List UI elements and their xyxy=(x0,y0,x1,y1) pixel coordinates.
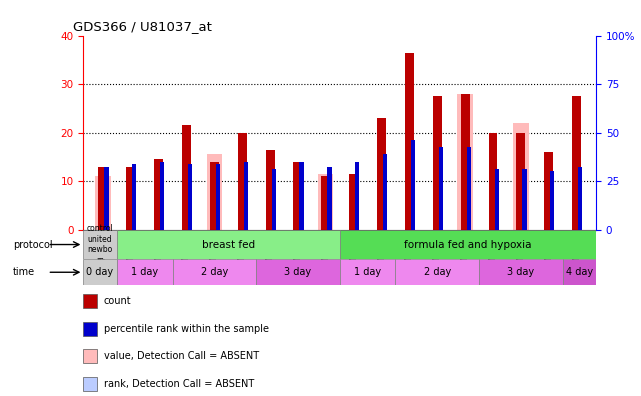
Bar xyxy=(295,176,301,230)
Text: control
united
newbo
rn: control united newbo rn xyxy=(87,225,113,265)
Text: breast fed: breast fed xyxy=(202,240,255,249)
Bar xyxy=(132,164,137,230)
Text: 0 day: 0 day xyxy=(87,267,113,277)
Bar xyxy=(349,174,358,230)
Bar xyxy=(216,164,220,230)
Bar xyxy=(95,176,110,230)
Bar xyxy=(160,162,164,230)
Bar xyxy=(479,259,563,285)
Bar xyxy=(411,140,415,230)
Bar xyxy=(100,176,106,230)
Bar xyxy=(117,230,340,259)
Text: 1 day: 1 day xyxy=(354,267,381,277)
Bar xyxy=(328,167,331,230)
Bar xyxy=(563,259,596,285)
Bar xyxy=(318,174,333,230)
Bar xyxy=(206,154,222,230)
Bar xyxy=(517,133,526,230)
Bar xyxy=(488,133,497,230)
Bar xyxy=(395,259,479,285)
Text: 4 day: 4 day xyxy=(566,267,593,277)
Bar xyxy=(522,169,527,230)
Bar xyxy=(572,96,581,230)
Bar xyxy=(355,162,360,230)
Bar xyxy=(188,164,192,230)
Text: value, Detection Call = ABSENT: value, Detection Call = ABSENT xyxy=(104,351,259,362)
Text: GDS366 / U81037_at: GDS366 / U81037_at xyxy=(73,20,212,33)
Bar xyxy=(172,259,256,285)
Bar xyxy=(210,162,219,230)
Text: 2 day: 2 day xyxy=(424,267,451,277)
Text: time: time xyxy=(13,267,35,277)
Text: protocol: protocol xyxy=(13,240,53,249)
Bar xyxy=(83,230,117,259)
Bar xyxy=(182,126,191,230)
Text: 3 day: 3 day xyxy=(285,267,312,277)
Text: count: count xyxy=(104,296,131,306)
Text: formula fed and hypoxia: formula fed and hypoxia xyxy=(404,240,531,249)
Text: rank, Detection Call = ABSENT: rank, Detection Call = ABSENT xyxy=(104,379,254,389)
Bar xyxy=(265,150,274,230)
Bar xyxy=(272,169,276,230)
Bar xyxy=(83,259,117,285)
Bar xyxy=(244,162,248,230)
Bar xyxy=(299,162,304,230)
Text: 3 day: 3 day xyxy=(507,267,535,277)
Bar xyxy=(578,167,582,230)
Bar xyxy=(462,147,469,230)
Bar xyxy=(340,259,395,285)
Bar xyxy=(513,123,529,230)
Bar xyxy=(211,179,217,230)
Text: 1 day: 1 day xyxy=(131,267,158,277)
Bar xyxy=(117,259,172,285)
Bar xyxy=(439,147,443,230)
Bar xyxy=(495,169,499,230)
Bar xyxy=(321,176,330,230)
Bar xyxy=(126,167,135,230)
Text: percentile rank within the sample: percentile rank within the sample xyxy=(104,324,269,334)
Bar xyxy=(383,154,387,230)
Bar xyxy=(544,152,553,230)
Bar xyxy=(467,147,471,230)
Bar xyxy=(238,133,247,230)
Bar xyxy=(461,94,470,230)
Bar xyxy=(154,159,163,230)
Bar xyxy=(294,162,303,230)
Bar xyxy=(433,96,442,230)
Text: 2 day: 2 day xyxy=(201,267,228,277)
Bar xyxy=(377,118,386,230)
Bar xyxy=(550,171,554,230)
Bar xyxy=(340,230,596,259)
Bar xyxy=(405,53,414,230)
Bar xyxy=(458,94,473,230)
Bar xyxy=(104,167,108,230)
Bar xyxy=(98,167,107,230)
Bar xyxy=(256,259,340,285)
